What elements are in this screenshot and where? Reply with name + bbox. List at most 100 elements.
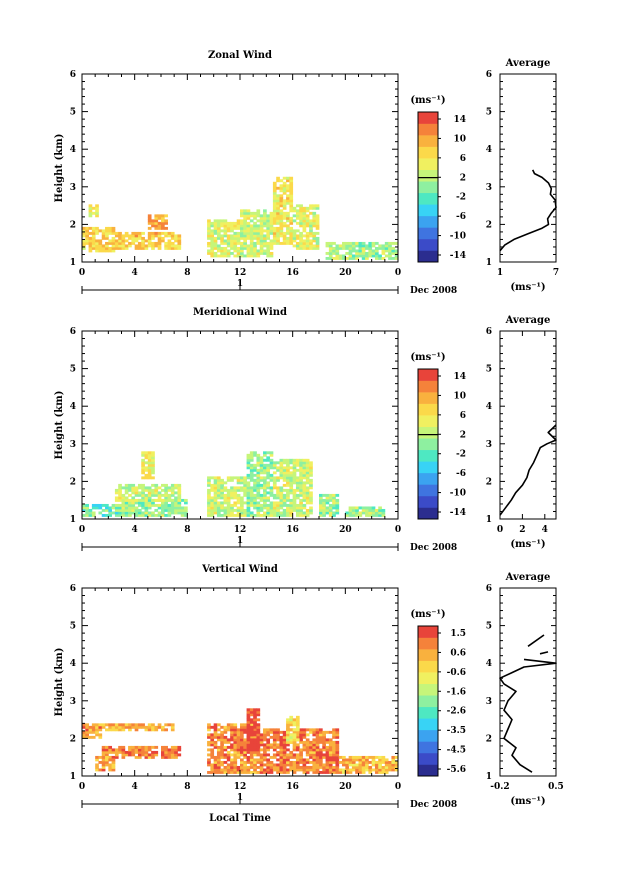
heatmap-cell bbox=[266, 513, 271, 517]
heatmap-cell bbox=[335, 246, 340, 250]
heatmap-cell bbox=[151, 468, 155, 472]
heatmap-cell bbox=[381, 251, 386, 255]
heatmap-cell bbox=[85, 506, 89, 510]
heatmap-cell bbox=[358, 249, 363, 253]
heatmap-cell bbox=[269, 760, 274, 764]
heatmap-cell bbox=[276, 770, 280, 774]
heatmap-cell bbox=[282, 468, 287, 472]
heatmap-cell bbox=[263, 491, 267, 495]
heatmap-cell bbox=[342, 244, 346, 248]
heatmap-cell bbox=[210, 511, 215, 515]
heatmap-cell bbox=[174, 483, 178, 487]
heatmap-cell bbox=[253, 718, 257, 722]
heatmap-cell bbox=[154, 486, 159, 490]
heatmap-cell bbox=[256, 226, 261, 230]
profile-frame bbox=[499, 73, 557, 263]
heatmap-cell bbox=[302, 743, 307, 747]
heatmap-cell bbox=[322, 770, 326, 774]
heatmap-cell bbox=[220, 229, 224, 233]
heatmap-cell bbox=[292, 745, 297, 749]
heatmap-cell bbox=[111, 503, 116, 507]
heatmap-cell bbox=[246, 725, 251, 729]
heatmap-cell bbox=[240, 478, 244, 482]
heatmap-cell bbox=[243, 236, 247, 240]
heatmap-cell bbox=[256, 473, 261, 477]
heatmap-cell bbox=[134, 491, 139, 495]
heatmap-cell bbox=[121, 236, 126, 240]
heatmap-cell bbox=[174, 234, 178, 238]
heatmap-cell bbox=[131, 750, 136, 754]
heatmap-cell bbox=[259, 224, 264, 228]
heatmap-cell bbox=[282, 770, 287, 774]
heatmap-cell bbox=[134, 234, 139, 238]
heatmap-cell bbox=[319, 770, 323, 774]
heatmap-cell bbox=[180, 498, 185, 502]
heatmap-cell bbox=[259, 768, 264, 772]
heatmap-cell bbox=[223, 506, 228, 510]
y-tick-label: 3 bbox=[70, 183, 76, 193]
heatmap-cell bbox=[309, 478, 313, 482]
heatmap-cell bbox=[335, 758, 340, 762]
heatmap-cell bbox=[210, 768, 215, 772]
heatmap-cell bbox=[157, 493, 162, 497]
heatmap-cell bbox=[131, 501, 136, 505]
heatmap-cell bbox=[95, 226, 99, 230]
heatmap-cell bbox=[167, 234, 172, 238]
heatmap-cell bbox=[305, 216, 310, 220]
heatmap-cell bbox=[253, 468, 257, 472]
heatmap-cell bbox=[361, 244, 366, 248]
heatmap-cell bbox=[295, 209, 300, 213]
heatmap-cell bbox=[279, 493, 284, 497]
heatmap-cell bbox=[240, 508, 244, 512]
heatmap-cell bbox=[309, 493, 313, 497]
heatmap-cell bbox=[236, 241, 241, 245]
heatmap-cell bbox=[289, 486, 294, 490]
heatmap-cell bbox=[322, 765, 326, 769]
heatmap-cell bbox=[223, 481, 228, 485]
heatmap-cell bbox=[299, 503, 303, 507]
heatmap-cell bbox=[246, 456, 251, 460]
heatmap-cell bbox=[118, 486, 122, 490]
heatmap-cell bbox=[147, 451, 152, 455]
heatmap-cell bbox=[305, 493, 310, 497]
heatmap-cell bbox=[147, 244, 152, 248]
heatmap-cell bbox=[134, 506, 139, 510]
heatmap-cell bbox=[332, 753, 336, 757]
heatmap-cell bbox=[98, 246, 103, 250]
heatmap-cell bbox=[315, 735, 320, 739]
heatmap-cell bbox=[345, 244, 350, 248]
heatmap-cell bbox=[279, 179, 284, 183]
heatmap-cell bbox=[286, 179, 290, 183]
heatmap-cell bbox=[299, 488, 303, 492]
heatmap-cell bbox=[240, 760, 244, 764]
heatmap-cell bbox=[351, 244, 356, 248]
heatmap-cell bbox=[256, 506, 261, 510]
heatmap-cell bbox=[114, 750, 119, 754]
heatmap-cell bbox=[381, 246, 386, 250]
heatmap-cell bbox=[348, 513, 353, 517]
heatmap-cell bbox=[266, 249, 271, 253]
heatmap-cell bbox=[105, 244, 109, 248]
heatmap-cell bbox=[164, 214, 168, 218]
heatmap-cell bbox=[216, 503, 221, 507]
heatmap-cell bbox=[269, 745, 274, 749]
heatmap-cell bbox=[272, 461, 277, 465]
heatmap-cell bbox=[295, 725, 300, 729]
heatmap-cell bbox=[292, 498, 297, 502]
heatmap-cell bbox=[263, 219, 267, 223]
heatmap-cell bbox=[207, 501, 211, 505]
heatmap-cell bbox=[236, 476, 241, 480]
heatmap-cell bbox=[230, 725, 234, 729]
heatmap-cell bbox=[226, 239, 231, 243]
heatmap-cell bbox=[312, 755, 317, 759]
heatmap-cell bbox=[249, 478, 254, 482]
heatmap-cell bbox=[253, 768, 257, 772]
heatmap-cell bbox=[319, 496, 323, 500]
heatmap-cell bbox=[246, 508, 251, 512]
heatmap-cell bbox=[233, 244, 238, 248]
heatmap-cell bbox=[263, 463, 267, 467]
heatmap-cell bbox=[121, 246, 126, 250]
heatmap-cell bbox=[154, 214, 159, 218]
heatmap-cell bbox=[269, 768, 274, 772]
heatmap-cell bbox=[351, 758, 356, 762]
